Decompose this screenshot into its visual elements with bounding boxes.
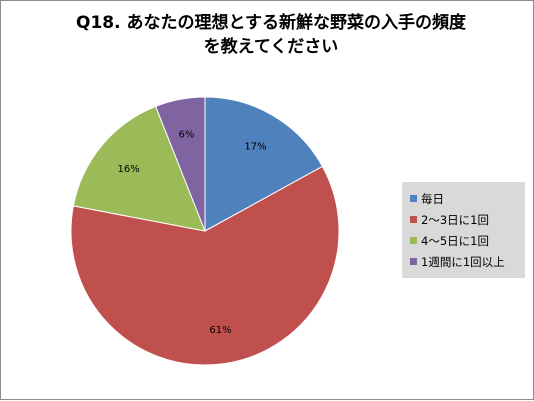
pie-slice-1 (204, 96, 324, 232)
chart-title: Q18. あなたの理想とする新鮮な野菜の入手の頻度 を教えてください (61, 11, 481, 59)
legend-label-3: 4～5日に1回 (421, 233, 489, 248)
chart-title-line-2: を教えてください (203, 37, 339, 57)
legend-item-4: 1週間に1回以上 (410, 251, 525, 272)
legend-item-2: 2～3日に1回 (410, 209, 525, 230)
pie-slice-2 (70, 165, 340, 366)
legend-swatch-1 (410, 195, 417, 202)
legend-label-2: 2～3日に1回 (421, 212, 489, 227)
legend: 毎日 2～3日に1回 4～5日に1回 1週間に1回以上 (402, 182, 525, 278)
slice-label-4: 6% (178, 130, 194, 141)
chart-title-line-1: Q18. あなたの理想とする新鮮な野菜の入手の頻度 (76, 13, 466, 33)
legend-item-3: 4～5日に1回 (410, 230, 525, 251)
slice-label-1: 17% (244, 142, 266, 153)
slice-label-2: 61% (209, 325, 231, 336)
pie-slice-4 (155, 96, 206, 232)
legend-label-1: 毎日 (421, 191, 444, 206)
legend-swatch-2 (410, 216, 417, 223)
pie-slice-3 (72, 105, 206, 232)
legend-swatch-4 (410, 258, 417, 265)
legend-item-1: 毎日 (410, 188, 525, 209)
legend-label-4: 1週間に1回以上 (421, 254, 505, 269)
slice-label-3: 16% (117, 164, 139, 175)
legend-swatch-3 (410, 237, 417, 244)
